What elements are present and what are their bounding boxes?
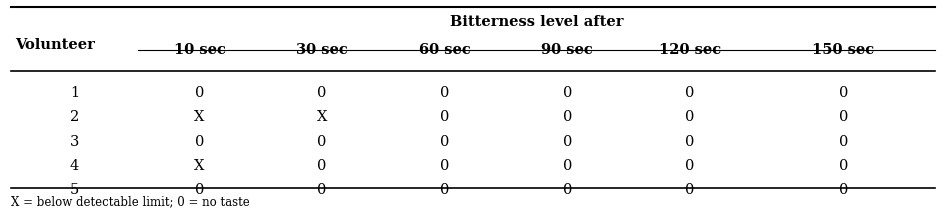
Text: 0: 0: [838, 86, 848, 100]
Text: 0: 0: [195, 135, 204, 149]
Text: 0: 0: [440, 159, 449, 173]
Text: 0: 0: [318, 86, 326, 100]
Text: 0: 0: [440, 110, 449, 124]
Text: X: X: [194, 110, 204, 124]
Text: 0: 0: [195, 183, 204, 197]
Text: 0: 0: [685, 159, 694, 173]
Text: X: X: [194, 159, 204, 173]
Text: 90 sec: 90 sec: [541, 43, 593, 57]
Text: 0: 0: [838, 183, 848, 197]
Text: 0: 0: [318, 159, 326, 173]
Text: Volunteer: Volunteer: [15, 38, 96, 52]
Text: 4: 4: [70, 159, 79, 173]
Text: 0: 0: [685, 183, 694, 197]
Text: 0: 0: [563, 159, 572, 173]
Text: 10 sec: 10 sec: [173, 43, 225, 57]
Text: 0: 0: [838, 159, 848, 173]
Text: 60 sec: 60 sec: [419, 43, 470, 57]
Text: 1: 1: [70, 86, 79, 100]
Text: 0: 0: [440, 183, 449, 197]
Text: Bitterness level after: Bitterness level after: [450, 15, 623, 29]
Text: 0: 0: [563, 110, 572, 124]
Text: 0: 0: [685, 110, 694, 124]
Text: 120 sec: 120 sec: [658, 43, 721, 57]
Text: 0: 0: [195, 86, 204, 100]
Text: X = below detectable limit; 0 = no taste: X = below detectable limit; 0 = no taste: [10, 195, 250, 208]
Text: 0: 0: [440, 135, 449, 149]
Text: X: X: [317, 110, 327, 124]
Text: 0: 0: [440, 86, 449, 100]
Text: 0: 0: [838, 135, 848, 149]
Text: 0: 0: [838, 110, 848, 124]
Text: 3: 3: [70, 135, 79, 149]
Text: 5: 5: [70, 183, 79, 197]
Text: 0: 0: [318, 135, 326, 149]
Text: 2: 2: [70, 110, 79, 124]
Text: 0: 0: [563, 86, 572, 100]
Text: 0: 0: [685, 135, 694, 149]
Text: 0: 0: [563, 135, 572, 149]
Text: 150 sec: 150 sec: [813, 43, 874, 57]
Text: 0: 0: [563, 183, 572, 197]
Text: 0: 0: [318, 183, 326, 197]
Text: 30 sec: 30 sec: [296, 43, 348, 57]
Text: 0: 0: [685, 86, 694, 100]
